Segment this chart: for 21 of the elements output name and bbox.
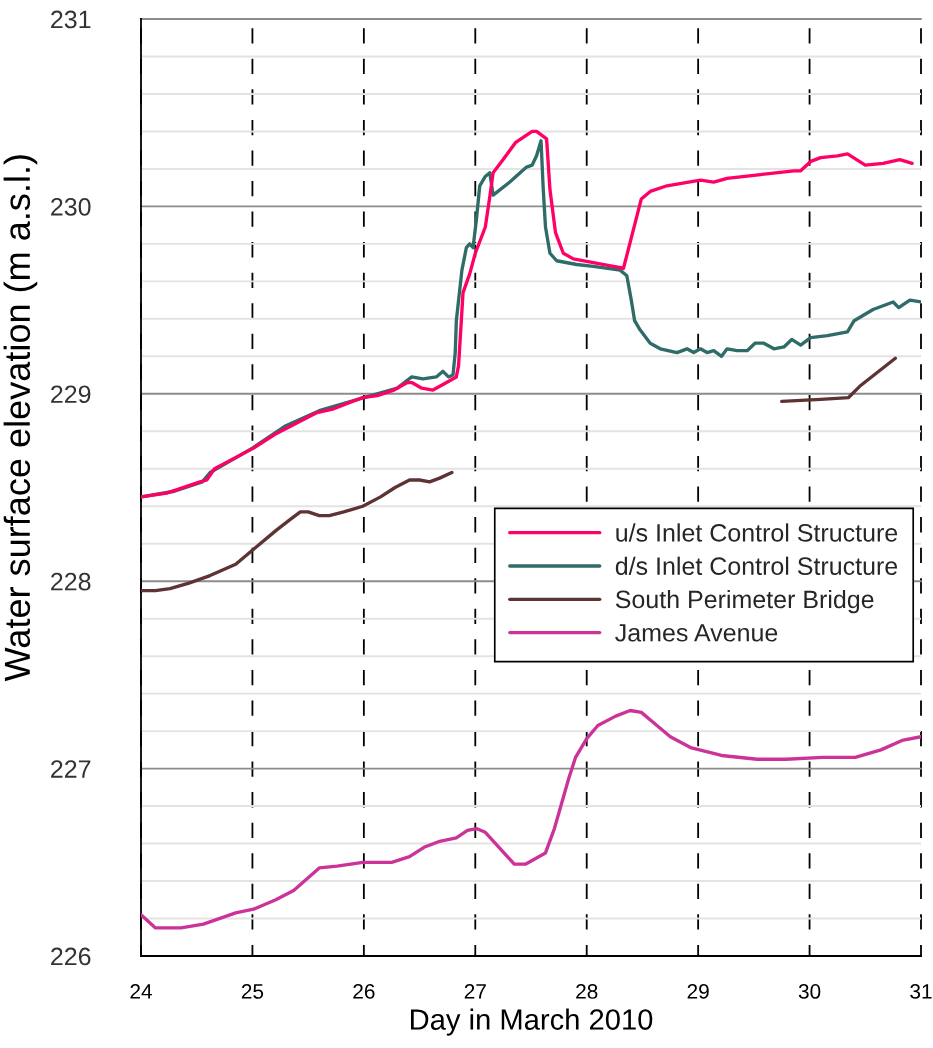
x-tick-label: 25 — [241, 984, 264, 999]
x-tick-label: 29 — [687, 984, 709, 999]
y-tick-label: 230 — [51, 198, 91, 216]
line-series — [141, 708, 921, 930]
x-tick-label: 31 — [910, 984, 932, 999]
y-tick-label: 228 — [51, 572, 91, 591]
x-tick-label: 27 — [464, 984, 486, 999]
legend-label: South Perimeter Bridge — [615, 589, 874, 614]
y-tick-label: 227 — [51, 760, 91, 778]
x-tick-label: 26 — [353, 984, 375, 999]
y-tick-label: 226 — [51, 947, 91, 966]
legend-label: d/s Inlet Control Structure — [615, 556, 898, 576]
y-axis-title: Water surface elevation (m a.s.l.) — [3, 155, 38, 682]
legend-label: u/s Inlet Control Structure — [616, 523, 898, 542]
x-axis-title: Day in March 2010 — [411, 1008, 653, 1036]
y-tick-label: 231 — [51, 10, 91, 29]
x-tick-label: 30 — [798, 984, 821, 999]
legend-label: James Avenue — [615, 624, 778, 642]
y-tick-label: 229 — [51, 385, 91, 404]
x-tick-label: 28 — [576, 984, 598, 999]
x-tick-label: 24 — [130, 984, 152, 999]
